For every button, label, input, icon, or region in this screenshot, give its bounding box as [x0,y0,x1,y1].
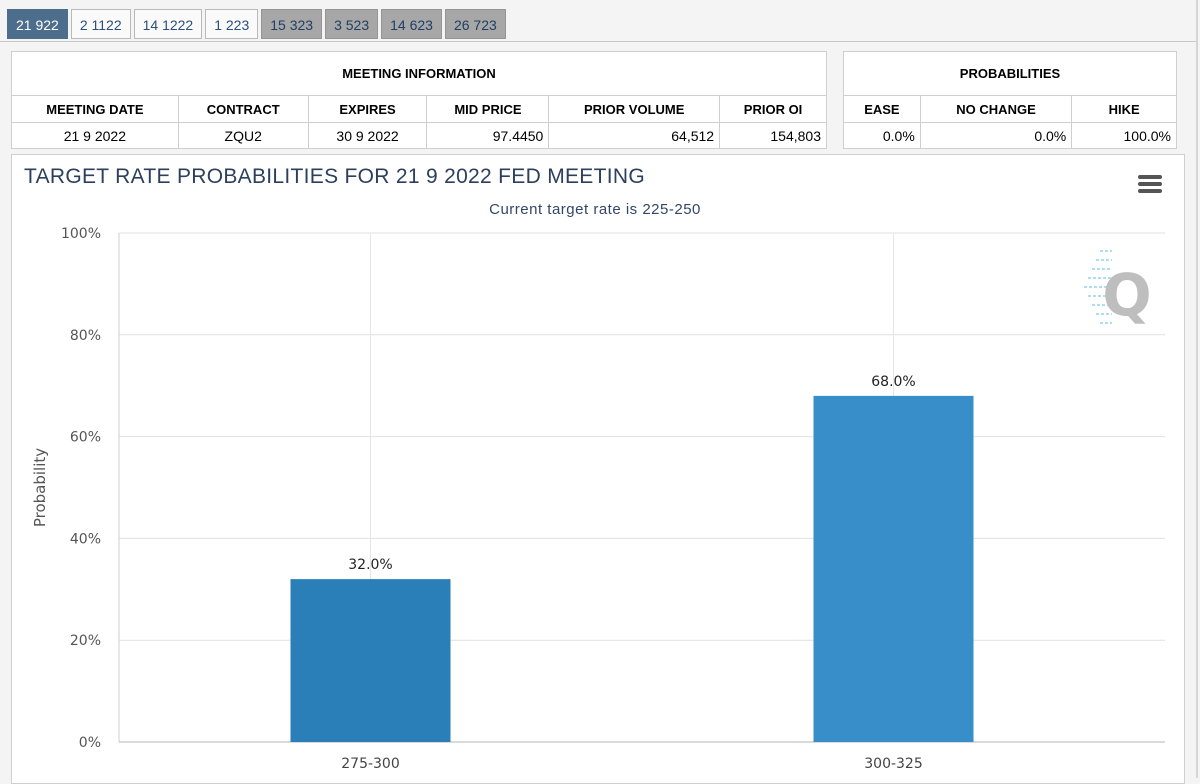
tab-2-1122[interactable]: 2 1122 [70,9,131,39]
no-change-value: 0.0% [919,122,1073,149]
probabilities-table: PROBABILITIES EASE NO CHANGE HIKE 0.0% 0… [843,51,1177,149]
col-no-change: NO CHANGE [919,95,1073,123]
y-tick-label: 80% [70,328,101,344]
col-hike: HIKE [1071,95,1177,123]
y-tick-label: 20% [70,633,101,649]
table-row: 0.0% 0.0% 100.0% [843,122,1177,149]
col-mid-price: MID PRICE [426,95,550,123]
tab-3-523[interactable]: 3 523 [325,9,379,39]
tab-14-1222[interactable]: 14 1222 [133,9,203,39]
mid-price-value: 97.4450 [426,122,550,149]
col-meeting-date: MEETING DATE [11,95,179,123]
meeting-information-header: MEETING INFORMATION [11,51,827,96]
y-tick-label: 100% [61,226,101,242]
hamburger-menu-icon[interactable] [1138,175,1162,193]
meeting-date-value: 21 9 2022 [11,122,179,149]
y-tick-label: 0% [79,735,101,751]
tab-21-922[interactable]: 21 922 [7,9,68,39]
bar-chart: 0% 20% 40% 60% 80% 100% Probability 32.0% 275-30… [31,226,1165,772]
svg-text:Q: Q [1102,261,1151,329]
hike-value: 100.0% [1071,122,1177,149]
y-tick-label: 40% [70,531,101,547]
tab-14-623[interactable]: 14 623 [381,9,442,39]
bar-300-325 [813,395,974,742]
col-ease: EASE [843,95,921,123]
data-label: 32.0% [348,557,392,573]
contract-value: ZQU2 [177,122,309,149]
col-contract: CONTRACT [177,95,309,123]
x-tick-label: 275-300 [341,756,400,772]
chart-subtitle: Current target rate is 225-250 [489,201,701,218]
y-tick-label: 60% [70,430,101,446]
col-prior-volume: PRIOR VOLUME [548,95,721,123]
tab-26-723[interactable]: 26 723 [444,9,506,39]
tab-1-223[interactable]: 1 223 [205,9,259,39]
y-axis-label: Probability [31,448,49,527]
prior-volume-value: 64,512 [548,122,721,149]
tab-divider [0,41,1196,42]
x-tick-label: 300-325 [864,756,923,772]
chart-panel: TARGET RATE PROBABILITIES FOR 21 9 2022 … [11,154,1185,784]
col-expires: EXPIRES [307,95,428,123]
data-label: 68.0% [871,374,915,390]
meeting-information-table: MEETING INFORMATION MEETING DATE CONTRAC… [11,51,827,149]
tab-15-323[interactable]: 15 323 [261,9,323,39]
table-row: 21 9 2022 ZQU2 30 9 2022 97.4450 64,512 … [11,122,827,149]
q-logo-icon: Q [1084,250,1152,329]
bar-275-300 [290,579,451,742]
expires-value: 30 9 2022 [307,122,428,149]
ease-value: 0.0% [843,122,921,149]
probabilities-header: PROBABILITIES [843,51,1177,96]
meeting-tabs: 21 922 2 1122 14 1222 1 223 15 323 3 523 14 62… [7,9,506,41]
col-prior-oi: PRIOR OI [719,95,827,123]
chart-title: TARGET RATE PROBABILITIES FOR 21 9 2022 … [24,165,645,188]
prior-oi-value: 154,803 [719,122,827,149]
